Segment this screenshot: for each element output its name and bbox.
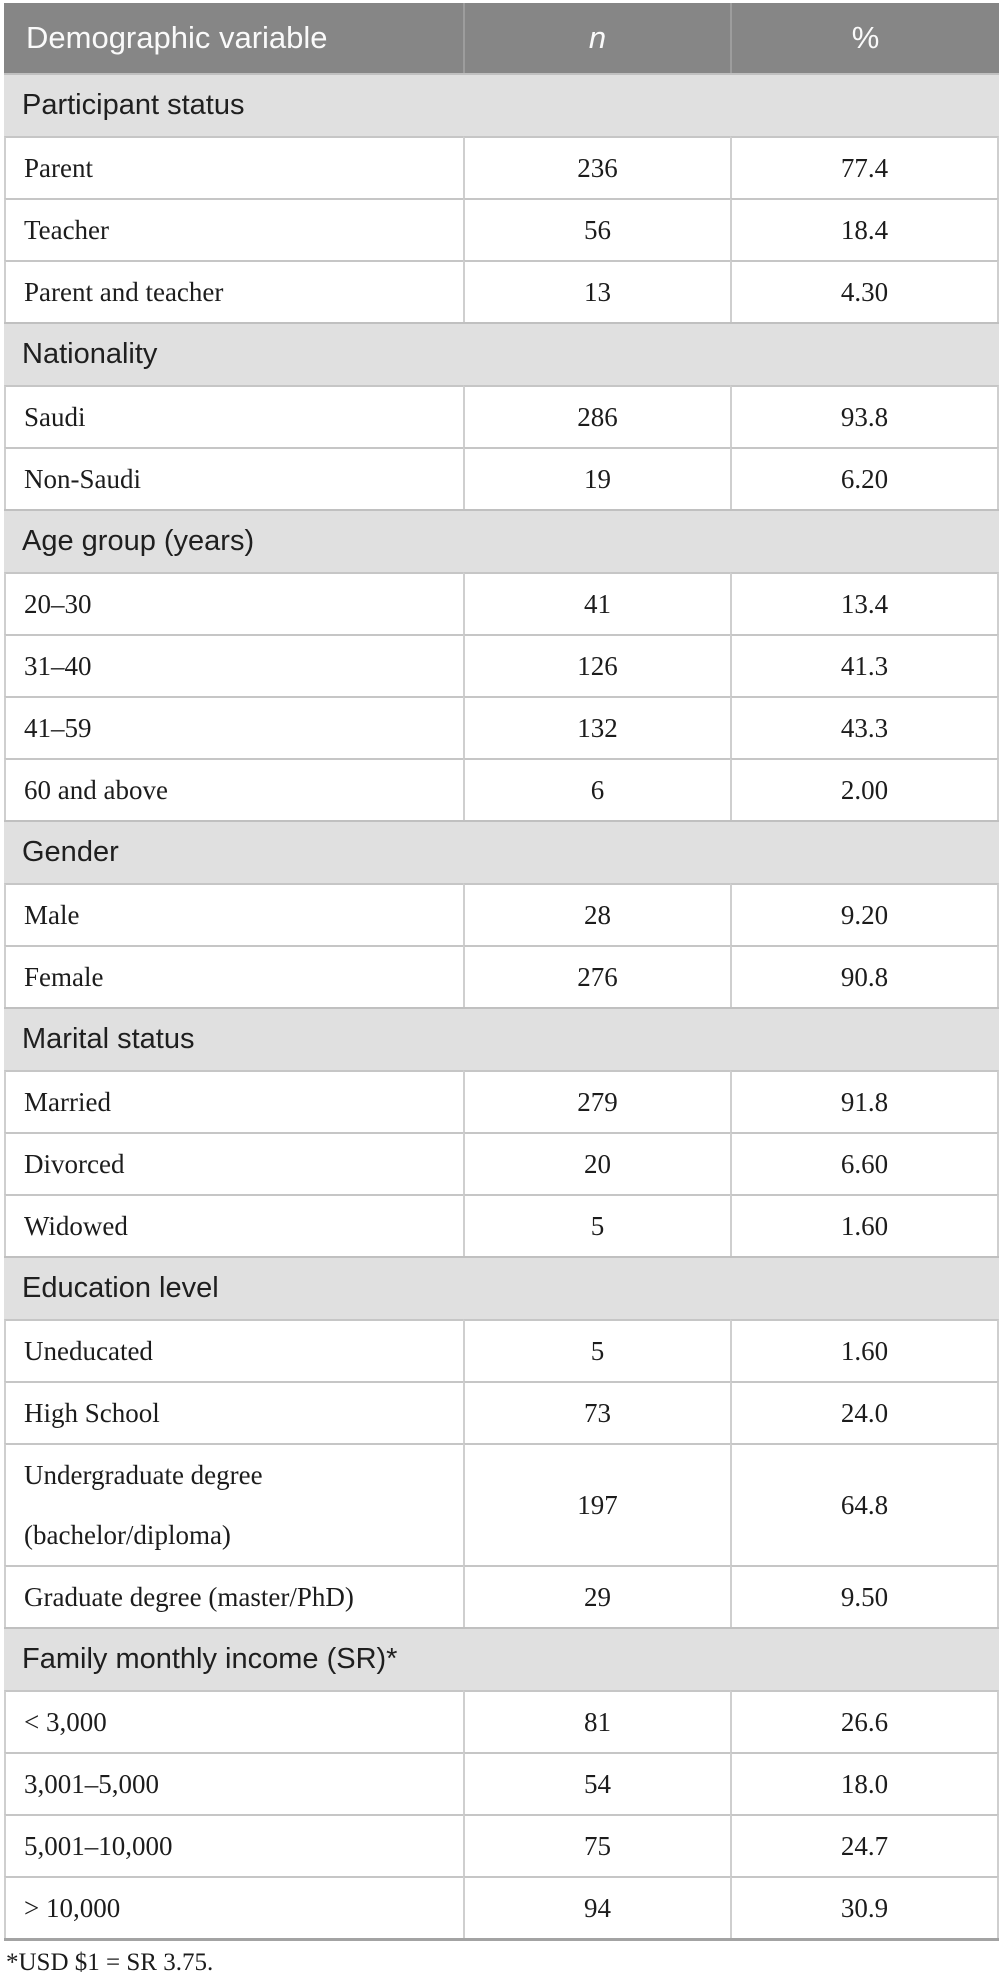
variable-cell: Married xyxy=(4,1070,463,1132)
percent-cell: 41.3 xyxy=(730,634,999,696)
variable-cell: 5,001–10,000 xyxy=(4,1814,463,1876)
percent-cell: 13.4 xyxy=(730,572,999,634)
n-cell: 54 xyxy=(463,1752,730,1814)
percent-cell: 4.30 xyxy=(730,260,999,322)
percent-cell: 18.4 xyxy=(730,198,999,260)
demographics-table: Demographic variable n % Participant sta… xyxy=(4,3,999,1941)
n-cell: 81 xyxy=(463,1690,730,1752)
col-header-variable: Demographic variable xyxy=(4,3,463,73)
n-cell: 286 xyxy=(463,385,730,447)
variable-cell: Uneducated xyxy=(4,1319,463,1381)
n-cell: 279 xyxy=(463,1070,730,1132)
variable-cell: Widowed xyxy=(4,1194,463,1256)
variable-cell: 3,001–5,000 xyxy=(4,1752,463,1814)
percent-cell: 9.20 xyxy=(730,883,999,945)
variable-cell: Teacher xyxy=(4,198,463,260)
percent-cell: 1.60 xyxy=(730,1194,999,1256)
percent-cell: 6.20 xyxy=(730,447,999,509)
percent-cell: 93.8 xyxy=(730,385,999,447)
percent-cell: 91.8 xyxy=(730,1070,999,1132)
n-cell: 5 xyxy=(463,1194,730,1256)
n-cell: 20 xyxy=(463,1132,730,1194)
variable-cell: 20–30 xyxy=(4,572,463,634)
variable-cell: Non-Saudi xyxy=(4,447,463,509)
variable-cell: Undergraduate degree (bachelor/diploma) xyxy=(4,1443,463,1565)
percent-cell: 18.0 xyxy=(730,1752,999,1814)
percent-cell: 1.60 xyxy=(730,1319,999,1381)
percent-cell: 43.3 xyxy=(730,696,999,758)
section-header-education-level: Education level xyxy=(4,1256,999,1319)
n-cell: 5 xyxy=(463,1319,730,1381)
n-cell: 276 xyxy=(463,945,730,1007)
percent-cell: 6.60 xyxy=(730,1132,999,1194)
n-cell: 197 xyxy=(463,1443,730,1565)
variable-cell: Female xyxy=(4,945,463,1007)
variable-cell: Divorced xyxy=(4,1132,463,1194)
n-cell: 19 xyxy=(463,447,730,509)
variable-cell: Graduate degree (master/PhD) xyxy=(4,1565,463,1627)
variable-cell: 41–59 xyxy=(4,696,463,758)
variable-cell: High School xyxy=(4,1381,463,1443)
percent-cell: 24.7 xyxy=(730,1814,999,1876)
table-footnote: *USD $1 = SR 3.75. xyxy=(6,1949,214,1976)
n-cell: 13 xyxy=(463,260,730,322)
section-header-participant-status: Participant status xyxy=(4,73,999,136)
variable-cell: 60 and above xyxy=(4,758,463,820)
variable-cell: < 3,000 xyxy=(4,1690,463,1752)
col-header-n: n xyxy=(463,3,730,73)
variable-cell: Male xyxy=(4,883,463,945)
percent-cell: 90.8 xyxy=(730,945,999,1007)
percent-cell: 30.9 xyxy=(730,1876,999,1938)
percent-cell: 64.8 xyxy=(730,1443,999,1565)
n-cell: 28 xyxy=(463,883,730,945)
n-cell: 236 xyxy=(463,136,730,198)
variable-cell: Parent xyxy=(4,136,463,198)
variable-cell: Saudi xyxy=(4,385,463,447)
n-cell: 6 xyxy=(463,758,730,820)
section-header-nationality: Nationality xyxy=(4,322,999,385)
variable-cell: Parent and teacher xyxy=(4,260,463,322)
n-cell: 75 xyxy=(463,1814,730,1876)
percent-cell: 9.50 xyxy=(730,1565,999,1627)
n-cell: 132 xyxy=(463,696,730,758)
section-header-gender: Gender xyxy=(4,820,999,883)
variable-cell: > 10,000 xyxy=(4,1876,463,1938)
n-cell: 41 xyxy=(463,572,730,634)
percent-cell: 77.4 xyxy=(730,136,999,198)
percent-cell: 24.0 xyxy=(730,1381,999,1443)
percent-cell: 26.6 xyxy=(730,1690,999,1752)
variable-cell: 31–40 xyxy=(4,634,463,696)
n-cell: 126 xyxy=(463,634,730,696)
n-cell: 56 xyxy=(463,198,730,260)
n-cell: 29 xyxy=(463,1565,730,1627)
n-cell: 73 xyxy=(463,1381,730,1443)
section-header-marital-status: Marital status xyxy=(4,1007,999,1070)
n-cell: 94 xyxy=(463,1876,730,1938)
section-header-age-group: Age group (years) xyxy=(4,509,999,572)
section-header-income: Family monthly income (SR)* xyxy=(4,1627,999,1690)
percent-cell: 2.00 xyxy=(730,758,999,820)
col-header-percent: % xyxy=(730,3,999,73)
